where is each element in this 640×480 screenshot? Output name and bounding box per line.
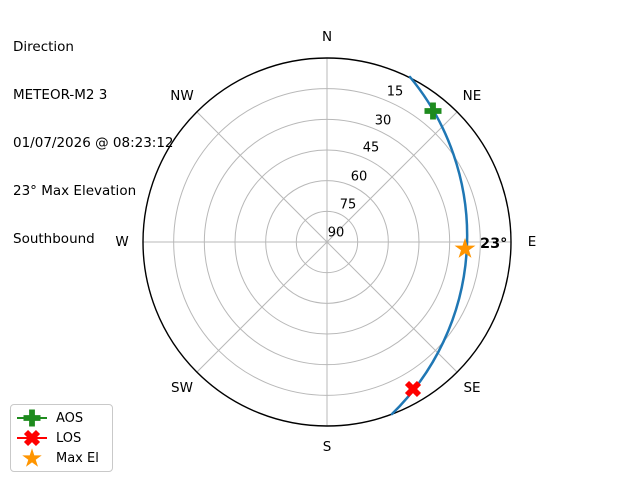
compass-label-nw: NW (170, 88, 193, 104)
elevation-tick-75: 75 (340, 198, 357, 213)
compass-label-n: N (322, 29, 332, 45)
chart-title: Direction (13, 39, 74, 55)
legend: AOS LOS Max El (10, 404, 113, 472)
compass-label-s: S (323, 439, 332, 455)
pass-info-header: Direction METEOR-M2 3 01/07/2026 @ 08:23… (13, 7, 174, 279)
legend-aos-plus-glyph (23, 409, 41, 427)
elevation-tick-60: 60 (351, 170, 368, 185)
elevation-tick-15: 15 (387, 85, 404, 100)
legend-los-x-icon (17, 429, 47, 447)
compass-label-w: W (115, 234, 128, 250)
elevation-tick-45: 45 (363, 141, 380, 156)
azimuth-spoke-se (326, 241, 458, 373)
legend-max-el-star-glyph (22, 448, 42, 467)
azimuth-spoke-ne (326, 111, 458, 243)
legend-item-los: LOS (15, 428, 104, 448)
elevation-tick-labels: 15 30 45 60 75 90 (328, 85, 404, 241)
legend-los-x-glyph (23, 429, 41, 447)
max-elevation-text: 23° Max Elevation (13, 183, 137, 199)
legend-los-label: LOS (56, 430, 82, 446)
legend-item-max-el: Max El (15, 448, 104, 468)
pass-datetime: 01/07/2026 @ 08:23:12 (13, 135, 174, 151)
max-el-star-icon (454, 238, 476, 258)
compass-label-e: E (528, 234, 537, 250)
legend-aos-label: AOS (56, 410, 84, 426)
horizon-ring (142, 57, 512, 427)
azimuth-spokes (143, 58, 511, 426)
azimuth-spoke-sw (196, 241, 328, 373)
elevation-tick-90: 90 (328, 226, 345, 241)
legend-aos-plus-icon (17, 409, 47, 427)
legend-max-el-star-icon (22, 448, 42, 467)
compass-label-ne: NE (463, 88, 482, 104)
compass-label-sw: SW (171, 380, 193, 396)
los-x-icon (404, 380, 422, 398)
legend-max-el-label: Max El (56, 450, 99, 466)
elevation-tick-30: 30 (375, 114, 392, 129)
max-elevation-annotation: 23° (480, 236, 507, 252)
compass-labels: N NE E SE S SW W NW (115, 29, 536, 455)
compass-label-se: SE (463, 380, 480, 396)
aos-plus-icon (424, 102, 442, 120)
azimuth-spoke-nw (196, 111, 328, 243)
pass-heading: Southbound (13, 231, 95, 247)
satellite-name: METEOR-M2 3 (13, 87, 108, 103)
legend-item-aos: AOS (15, 408, 104, 428)
